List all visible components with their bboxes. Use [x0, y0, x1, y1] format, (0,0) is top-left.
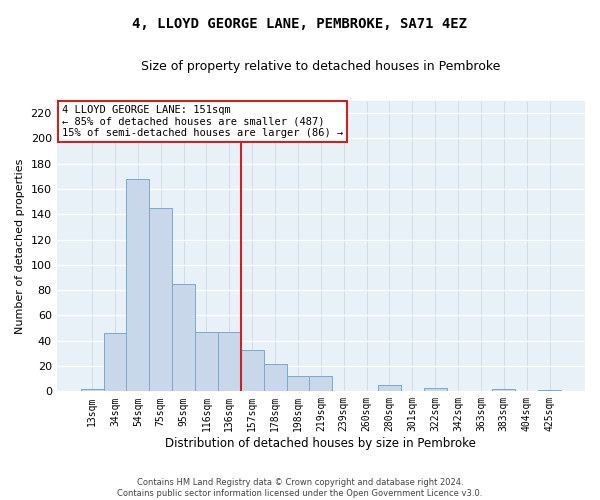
X-axis label: Distribution of detached houses by size in Pembroke: Distribution of detached houses by size …: [166, 437, 476, 450]
Text: Contains HM Land Registry data © Crown copyright and database right 2024.
Contai: Contains HM Land Registry data © Crown c…: [118, 478, 482, 498]
Bar: [104, 333, 127, 392]
Bar: [287, 376, 310, 392]
Bar: [538, 390, 561, 392]
Bar: [80, 389, 104, 392]
Bar: [149, 208, 172, 392]
Bar: [493, 389, 515, 392]
Title: Size of property relative to detached houses in Pembroke: Size of property relative to detached ho…: [141, 60, 500, 73]
Bar: [241, 350, 263, 392]
Bar: [378, 385, 401, 392]
Bar: [218, 332, 241, 392]
Bar: [172, 284, 195, 392]
Text: 4, LLOYD GEORGE LANE, PEMBROKE, SA71 4EZ: 4, LLOYD GEORGE LANE, PEMBROKE, SA71 4EZ: [133, 18, 467, 32]
Bar: [310, 376, 332, 392]
Text: 4 LLOYD GEORGE LANE: 151sqm
← 85% of detached houses are smaller (487)
15% of se: 4 LLOYD GEORGE LANE: 151sqm ← 85% of det…: [62, 105, 343, 138]
Bar: [424, 388, 446, 392]
Bar: [263, 364, 287, 392]
Y-axis label: Number of detached properties: Number of detached properties: [15, 158, 25, 334]
Bar: [127, 179, 149, 392]
Bar: [195, 332, 218, 392]
